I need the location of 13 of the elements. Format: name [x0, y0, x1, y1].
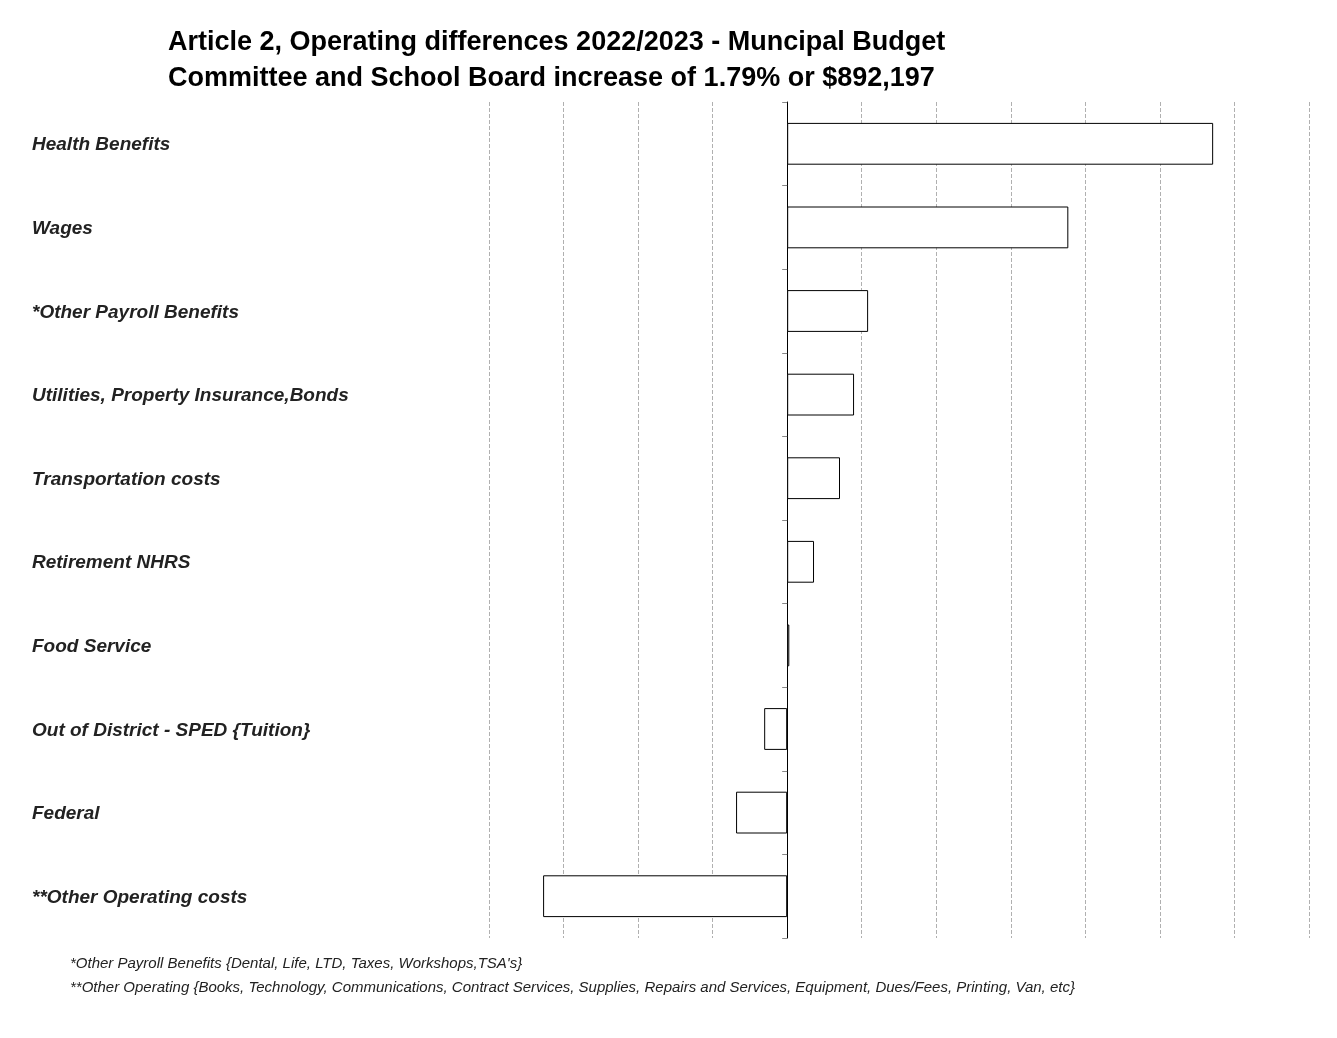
y-tick-label: Retirement NHRS	[32, 551, 191, 573]
y-tick-label: **Other Operating costs	[32, 885, 248, 907]
text: **Other Operating {Books, Technology, Communications, Contract Services, Supplies, Repairs and Services, Equipment, Dues/Fees, Printing, Van, etc}	[70, 978, 1075, 995]
y-tick-label: Out of District - SPED {Tuition}	[32, 718, 311, 740]
y-tick-label: Health Benefits	[32, 133, 171, 155]
y-tick-label: Federal	[32, 802, 101, 824]
y-tick-label: Utilities, Property Insurance,Bonds	[32, 384, 349, 406]
y-tick-label: *Other Payroll Benefits	[32, 300, 239, 322]
text: *Other Payroll Benefits {Dental, Life, LTD, Taxes, Workshops,TSA's}	[70, 954, 523, 971]
y-tick-label: Food Service	[32, 634, 152, 656]
y-tick-label: Wages	[32, 216, 93, 238]
y-tick-label: Transportation costs	[32, 467, 221, 489]
chart-title: Article 2, Operating differences 2022/2023 - Muncipal Budget Committee and School Board increase of 1.79% or $892,197	[168, 26, 946, 92]
